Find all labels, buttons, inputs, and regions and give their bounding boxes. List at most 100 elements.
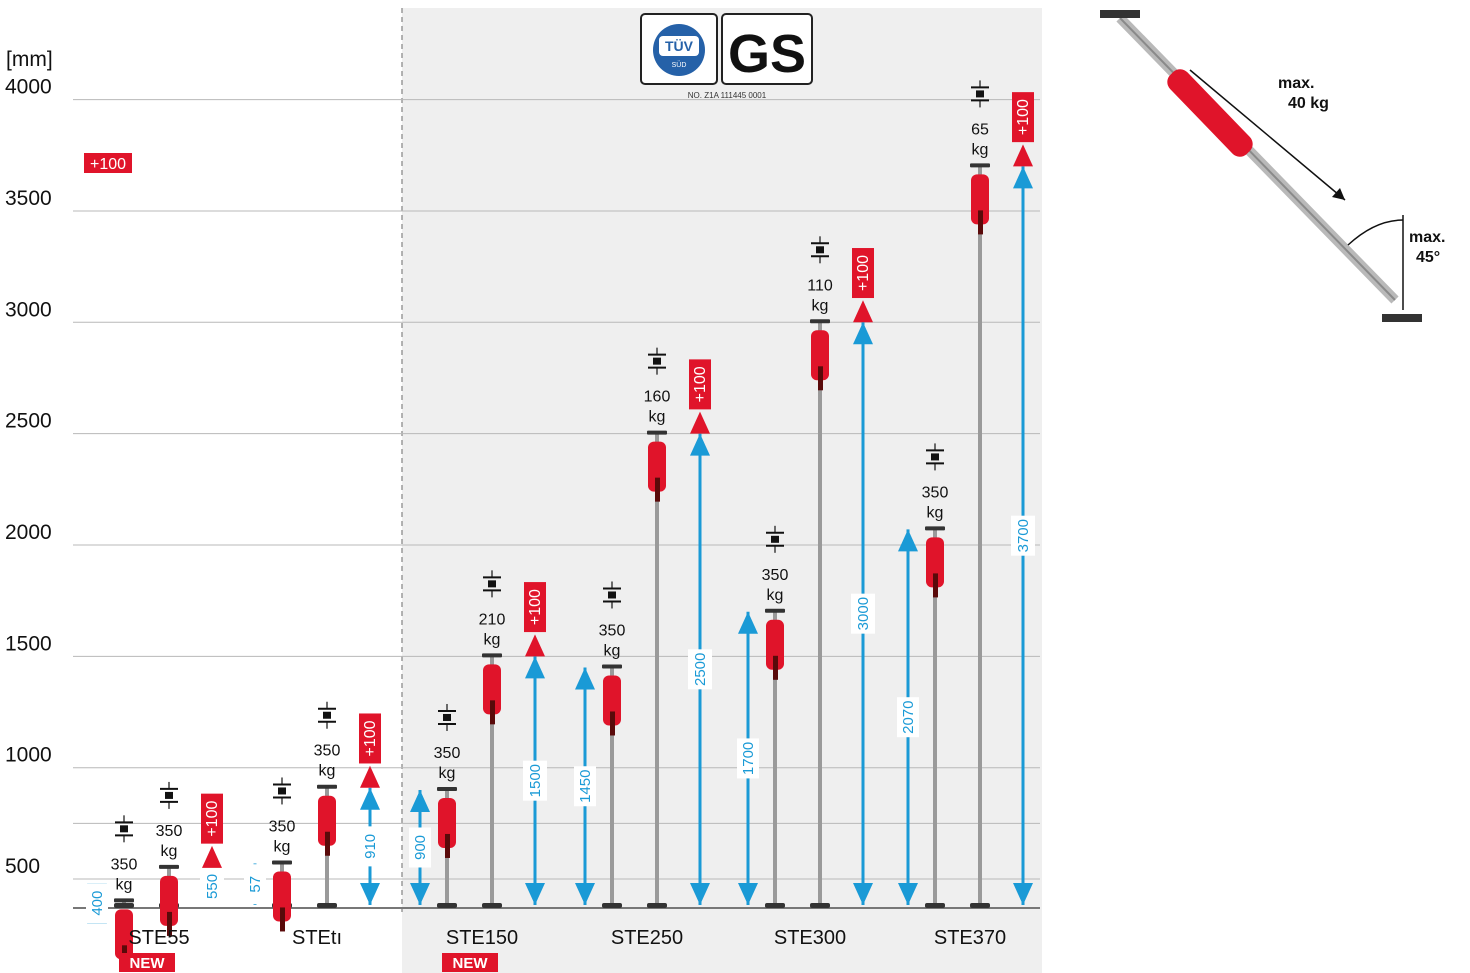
group-6-min-arrow-head-up (898, 529, 918, 552)
group-3-load-1-load-weight (443, 713, 451, 721)
group-6-max-prop-handle (971, 174, 989, 225)
group-5-load-2-value: 110 (807, 277, 833, 294)
group-1-new-badge-text: NEW (130, 955, 166, 972)
group-6-min-prop-handle (926, 537, 944, 588)
legend-badge-text: +100 (90, 156, 126, 173)
group-3-load-2-load-weight (488, 580, 496, 588)
group-6-min-value-label: 2070 (900, 701, 917, 734)
group-3-new-badge-text: NEW (453, 955, 489, 972)
group-3-load-1-value: 350 (434, 745, 461, 762)
group-2-extension-text: +100 (362, 720, 379, 756)
inset-force-arrow (1189, 69, 1346, 201)
group-5-min-value-label: 1700 (740, 742, 757, 775)
group-5-min-arrow-head-down (738, 883, 758, 905)
group-1-new-badge (119, 953, 175, 972)
group-2-max-arrow-head-down (360, 883, 380, 905)
inset-weight-label: max. (1278, 75, 1314, 92)
tuv-logo-text: TÜV (665, 38, 694, 54)
group-4-extension-text: +100 (692, 366, 709, 402)
group-5-min-prop-handle (766, 619, 784, 670)
group-3-max-label-bg (523, 760, 547, 801)
y-unit-label: [mm] (6, 48, 53, 71)
inset-prop-handle (1167, 69, 1253, 157)
group-6-load-1-load-weight (931, 453, 939, 461)
group-4-max-arrow-head-down (690, 883, 710, 905)
group-6-max-value-label: 3700 (1015, 519, 1032, 552)
inset-angle-label: max. (1409, 229, 1445, 246)
group-6-min-arrow-head-down (898, 883, 918, 905)
group-2-max-arrow-head-up (360, 787, 380, 810)
group-2-min-prop-handle (273, 871, 291, 922)
tuv-logo-inner (659, 36, 699, 56)
group-3-min-prop-head (437, 786, 457, 791)
group-6-min-prop-head (925, 526, 945, 531)
group-5-max-prop-foot (810, 903, 830, 908)
group-5-load-1-unit: kg (767, 587, 784, 604)
group-2-load-1-value: 350 (269, 818, 296, 835)
group-5-max-prop-head (810, 319, 830, 324)
group-2-load-1-unit: kg (274, 838, 291, 855)
group-3-max-arrow-head-up (525, 656, 545, 679)
y-tick-label: 1000 (5, 744, 52, 767)
gs-logo-frame (721, 13, 813, 85)
group-2-extension-arrow (360, 765, 380, 788)
y-tick-label: 2500 (5, 410, 52, 433)
group-1-load-1-load-weight (120, 825, 128, 833)
group-4-max-label-bg (688, 649, 712, 690)
inset-prop-foot (1382, 314, 1422, 322)
group-4-min-label-bg (574, 766, 596, 807)
group-2-max-value-label: 910 (362, 834, 379, 859)
group-2-min-value-label: 57 (247, 876, 264, 893)
group-3-min-prop-foot (437, 903, 457, 908)
group-2-max-label-bg (358, 826, 382, 867)
inset-prop-rod-edge (1119, 17, 1396, 301)
group-3-extension-arrow (525, 634, 545, 657)
group-1-min-prop-foot (114, 903, 134, 908)
group-4-min-arrow-head-down (575, 883, 595, 905)
group-3-new-badge (442, 953, 498, 972)
inset-weight-value: 40 kg (1288, 95, 1329, 112)
cert-number: NO. Z1A 111445 0001 (688, 91, 767, 100)
group-5-load-1-value: 350 (762, 567, 789, 584)
group-5-load-2-unit: kg (812, 297, 829, 314)
group-6-min-prop-foot (925, 903, 945, 908)
group-4-max-arrow-head-up (690, 433, 710, 456)
group-6-max-arrow-head-up (1013, 166, 1033, 189)
group-1-min-value-label: 400 (89, 891, 106, 916)
group-6-max-prop-foot (970, 903, 990, 908)
group-1-load-1-unit: kg (116, 876, 133, 893)
group-3-extension-badge (524, 582, 546, 633)
group-4-load-2-value: 160 (644, 389, 671, 406)
group-3-load-2-value: 210 (479, 611, 506, 628)
group-1-max-prop-head (159, 864, 179, 869)
group-6-max-label-bg (1011, 515, 1035, 556)
group-4-min-prop-lever (610, 711, 615, 736)
group-6-extension-arrow (1013, 144, 1033, 167)
group-4-min-prop-handle (603, 675, 621, 726)
group-4-extension-badge (689, 359, 711, 410)
group-2-load-2-value: 350 (314, 743, 341, 760)
group-6-model-name: STE370 (934, 927, 1006, 949)
group-4-max-value-label: 2500 (692, 653, 709, 686)
group-6-load-2-value: 65 (971, 121, 989, 138)
group-5-max-value-label: 3000 (855, 597, 872, 630)
y-tick-label: 500 (5, 855, 40, 878)
group-4-min-prop-foot (602, 903, 622, 908)
group-4-load-1-value: 350 (599, 622, 626, 639)
group-3-max-value-label: 1500 (527, 764, 544, 797)
group-1-load-2-load-weight (165, 791, 173, 799)
group-1-max-value-label: 550 (204, 874, 221, 899)
group-4-max-prop-head (647, 430, 667, 435)
group-3-min-label-bg (409, 827, 431, 868)
group-5-min-arrow-head-up (738, 611, 758, 634)
group-1-load-2-value: 350 (156, 823, 183, 840)
group-2-load-2-load-weight (323, 711, 331, 719)
group-1-max-prop-handle (160, 875, 178, 926)
group-6-extension-text: +100 (1015, 99, 1032, 135)
group-4-load-2-unit: kg (649, 409, 666, 426)
group-4-min-arrow-head-up (575, 667, 595, 690)
group-2-min-prop-lever (280, 907, 285, 932)
group-4-load-1-load-weight (608, 591, 616, 599)
legend-badge (84, 153, 132, 173)
